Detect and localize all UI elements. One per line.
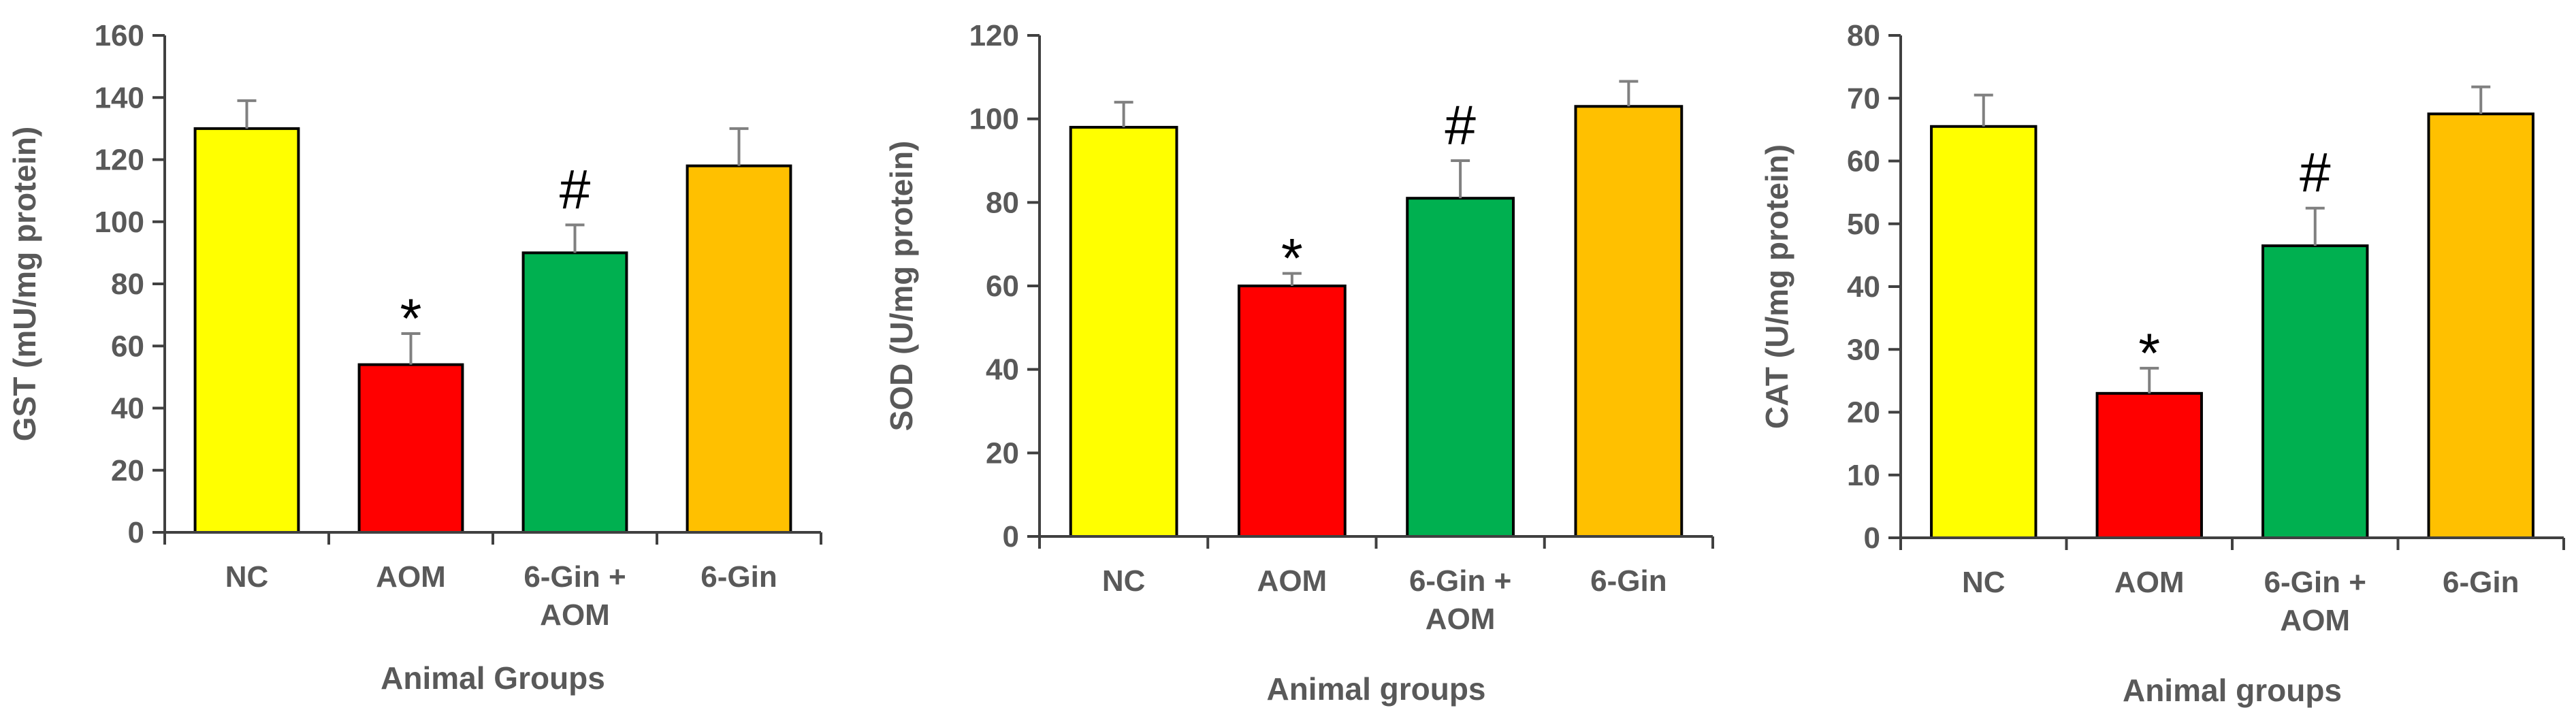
x-axis-label: Animal groups: [1266, 671, 1485, 707]
x-tick-label: AOM: [2114, 566, 2185, 599]
x-tick-label: NC: [1102, 564, 1146, 598]
significance-marker: #: [560, 159, 591, 221]
y-tick-label: 120: [95, 144, 144, 177]
significance-marker: *: [2138, 323, 2160, 385]
y-tick-label: 120: [969, 19, 1019, 52]
y-tick-label: 60: [1847, 145, 1880, 178]
y-tick-label: 70: [1847, 82, 1880, 115]
x-tick-label: NC: [1962, 566, 2006, 599]
bar-6-gin-aom: [2261, 244, 2369, 539]
bar-6-gin: [1574, 105, 1684, 538]
bar-aom: [1237, 285, 1347, 538]
y-tick-label: 20: [1847, 396, 1880, 430]
y-tick-label: 0: [128, 516, 144, 549]
bar-6-gin-aom: [521, 251, 628, 534]
bar-nc: [193, 127, 300, 534]
y-tick-label: 20: [986, 436, 1019, 470]
y-tick-label: 140: [95, 81, 144, 114]
y-tick-label: 20: [111, 454, 144, 487]
significance-marker: #: [1445, 95, 1476, 157]
y-tick-label: 80: [1847, 19, 1880, 52]
bar-6-gin-aom: [1406, 197, 1515, 538]
x-tick-label: 6-Gin + AOM: [2264, 566, 2366, 637]
x-tick-label: 6-Gin: [701, 560, 777, 594]
bar-nc: [1069, 125, 1178, 538]
y-tick-label: 60: [111, 329, 144, 363]
y-tick-label: 100: [969, 103, 1019, 136]
y-tick-label: 10: [1847, 459, 1880, 492]
y-tick-label: 0: [1003, 520, 1019, 553]
y-axis-label: SOD (U/mg protein): [884, 141, 919, 432]
y-axis-label: GST (mU/mg protein): [7, 127, 42, 442]
bar-aom: [357, 363, 464, 534]
y-tick-label: 100: [95, 206, 144, 239]
x-tick-label: 6-Gin: [2443, 566, 2519, 599]
significance-marker: *: [1281, 228, 1303, 290]
y-tick-label: 80: [986, 186, 1019, 219]
y-tick-label: 50: [1847, 208, 1880, 241]
bar-6-gin: [2427, 112, 2534, 539]
bar-aom: [2095, 391, 2203, 540]
y-tick-label: 40: [986, 353, 1019, 387]
y-tick-label: 40: [111, 392, 144, 425]
x-tick-label: NC: [225, 560, 269, 594]
x-tick-label: 6-Gin + AOM: [524, 560, 626, 632]
x-axis-label: Animal groups: [2123, 673, 2342, 708]
y-tick-label: 0: [1864, 521, 1880, 555]
chart-panel-3: 0 10 20 30 40 50 60 70 80 NC * AOM #6-Gin + AOM 6-Gin C…: [1759, 19, 2565, 708]
x-tick-label: 6-Gin + AOM: [1409, 564, 1511, 636]
y-tick-label: 80: [111, 268, 144, 301]
bar-nc: [1930, 125, 2038, 539]
y-tick-label: 40: [1847, 270, 1880, 304]
bar-6-gin: [686, 164, 792, 534]
chart-panel-1: 0 20 40 60 80 100 120 140 160 NC * AOM #6-Gin + AOM 6-…: [7, 19, 822, 696]
x-tick-label: AOM: [1257, 564, 1327, 598]
x-axis-label: Animal Groups: [381, 660, 605, 696]
significance-marker: *: [400, 288, 422, 350]
chart-panel-2: 0 20 40 60 80 100 120 NC * AOM #6-Gin + AOM 6-Gin SOD…: [884, 19, 1714, 707]
significance-marker: #: [2300, 142, 2331, 204]
y-tick-label: 160: [95, 19, 144, 52]
y-tick-label: 60: [986, 270, 1019, 303]
y-tick-label: 30: [1847, 333, 1880, 366]
x-tick-label: 6-Gin: [1590, 564, 1667, 598]
y-axis-label: CAT (U/mg protein): [1759, 144, 1794, 429]
x-tick-label: AOM: [376, 560, 446, 594]
